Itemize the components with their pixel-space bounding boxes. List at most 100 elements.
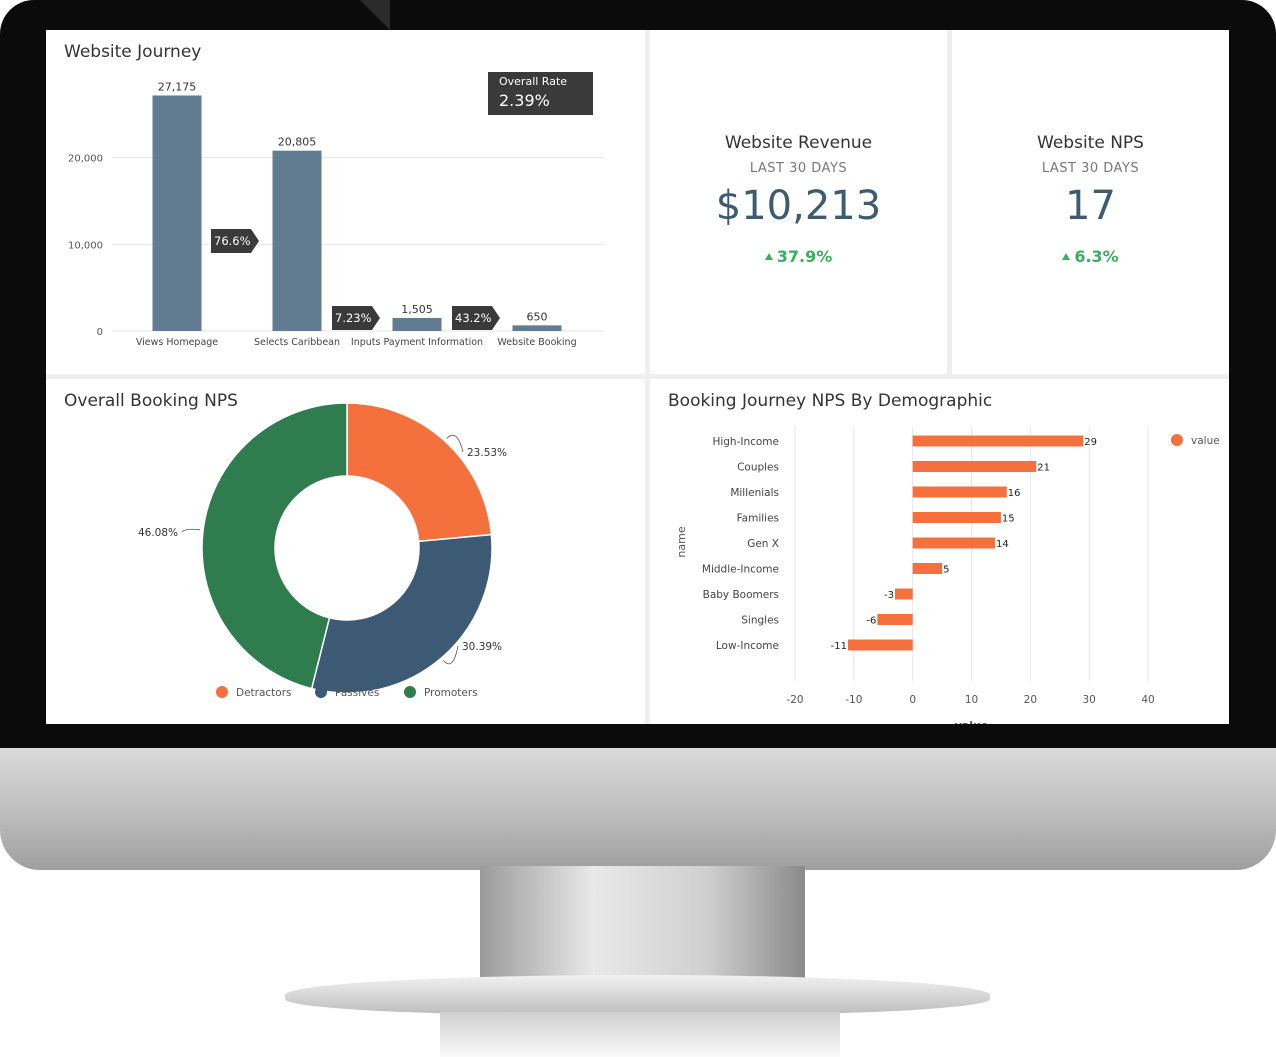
legend-label: value: [1191, 435, 1220, 447]
y-category-label: Gen X: [747, 538, 779, 550]
bar-value-label: -11: [831, 641, 847, 652]
donut-slice: [310, 533, 493, 694]
conversion-rate-label: 76.6%: [214, 234, 251, 248]
y-category-label: Families: [737, 513, 779, 525]
overall-rate-badge: Overall Rate 2.39%: [488, 72, 593, 115]
legend-label: Passives: [335, 687, 379, 699]
conversion-rate-tag: [211, 229, 259, 253]
bar-value-label: 1,505: [401, 303, 433, 316]
conversion-rate-label: 43.2%: [455, 311, 492, 325]
monitor-stand-base: [285, 975, 990, 1015]
overall-rate-value: 2.39%: [499, 91, 550, 110]
stand-shadow: [440, 1012, 840, 1057]
legend-swatch: [1171, 434, 1183, 446]
kpi-change: 6.3%: [952, 247, 1229, 266]
nps-bar: [912, 435, 1084, 447]
nps-bar: [895, 588, 913, 600]
slice-percent-label: 30.39%: [462, 641, 502, 653]
slice-leader-line: [446, 434, 464, 453]
up-arrow-icon: [764, 253, 773, 260]
x-tick-label: 0: [909, 694, 916, 706]
y-category-label: Couples: [737, 462, 779, 474]
kpi-value: 17: [1065, 183, 1116, 229]
panel-title: Overall Booking NPS: [64, 391, 238, 411]
nps-bar: [912, 512, 1001, 523]
conversion-rate-tag: [332, 306, 380, 330]
horizontal-bar-chart: -20 -10 0 10 20 30 40 High-Income 29 Couples 21 Mil…: [675, 427, 1220, 724]
legend-swatch: [315, 686, 327, 698]
bar-value-label: 21: [1037, 463, 1050, 474]
y-axis-title: name: [675, 526, 688, 557]
legend-swatch: [216, 686, 228, 698]
nps-bar: [912, 461, 1037, 472]
legend-label: Promoters: [424, 687, 478, 699]
y-category-label: Baby Boomers: [703, 589, 779, 601]
funnel-bar: [272, 150, 322, 331]
panel-title: Booking Journey NPS By Demographic: [668, 391, 993, 411]
nps-bar: [847, 639, 913, 651]
slice-percent-label: 46.08%: [138, 527, 178, 539]
x-tick-label: -20: [786, 694, 803, 706]
bar-value-label: -3: [884, 590, 894, 601]
website-revenue-panel: Website Revenue LAST 30 DAYS $10,213 37.…: [650, 30, 947, 374]
x-tick-label: -10: [845, 694, 862, 706]
x-category-label: Website Booking: [497, 337, 576, 348]
x-tick-label: 10: [965, 694, 978, 706]
slice-leader-line: [442, 645, 459, 665]
kpi-period: LAST 30 DAYS: [1041, 161, 1140, 176]
panel-title: Website Journey: [64, 42, 202, 62]
slice-leader-line: [181, 528, 201, 533]
legend-swatch: [404, 686, 416, 698]
x-category-label: Selects Caribbean: [254, 337, 340, 348]
bar-value-label: 20,805: [278, 136, 317, 149]
bar-value-label: 650: [527, 310, 548, 323]
nps-bar: [912, 537, 996, 549]
demographic-nps-panel: Booking Journey NPS By Demographic -20 -1…: [650, 379, 1229, 724]
kpi-value: $10,213: [715, 183, 882, 229]
x-tick-label: 20: [1024, 694, 1037, 706]
website-journey-panel: Website Journey 0 10,000 20,000 27,175 Views…: [46, 30, 645, 374]
bar-value-label: 5: [943, 565, 949, 576]
bar-value-label: 15: [1002, 514, 1015, 525]
kpi-change-value: 37.9%: [776, 247, 833, 266]
nps-bar: [912, 486, 1007, 498]
nps-bar: [912, 563, 943, 574]
funnel-bar: [512, 325, 562, 331]
dashboard-screen: Website Journey 0 10,000 20,000 27,175 Views…: [46, 30, 1229, 724]
kpi-title: Website NPS: [1037, 133, 1144, 153]
conversion-rate-tag: [452, 306, 500, 330]
x-category-label: Views Homepage: [136, 337, 218, 348]
y-category-label: Millenials: [730, 487, 779, 499]
overall-booking-nps-panel: Overall Booking NPS 23.53% 30.39% 46.08% De…: [46, 379, 645, 724]
x-category-label: Inputs Payment Information: [351, 337, 483, 348]
kpi-change-value: 6.3%: [1074, 247, 1119, 266]
monitor-stand-neck: [480, 866, 805, 986]
donut-chart: 23.53% 30.39% 46.08% Detractors Passives Prom…: [138, 402, 507, 699]
funnel-bar: [392, 317, 442, 331]
up-arrow-icon: [1062, 253, 1071, 260]
donut-slice: [201, 402, 348, 690]
y-category-label: Middle-Income: [702, 564, 779, 576]
website-nps-panel: Website NPS LAST 30 DAYS 17 6.3%: [952, 30, 1229, 374]
y-category-label: Singles: [741, 615, 779, 627]
overall-rate-label: Overall Rate: [499, 75, 568, 88]
y-tick-label: 0: [97, 327, 103, 338]
y-category-label: Low-Income: [716, 640, 779, 652]
y-tick-label: 20,000: [68, 154, 103, 165]
bar-value-label: 14: [996, 539, 1009, 550]
conversion-rate-label: 7.23%: [335, 311, 372, 325]
funnel-bar: [152, 95, 202, 331]
bar-value-label: 16: [1008, 488, 1021, 499]
kpi-period: LAST 30 DAYS: [749, 161, 848, 176]
monitor-chin: [0, 748, 1276, 870]
x-axis-title: value: [955, 719, 989, 724]
x-tick-label: 30: [1082, 694, 1095, 706]
kpi-change: 37.9%: [650, 247, 947, 266]
nps-bar: [877, 614, 913, 625]
kpi-title: Website Revenue: [724, 133, 873, 153]
y-tick-label: 10,000: [68, 240, 103, 251]
bar-value-label: 29: [1084, 437, 1097, 448]
slice-percent-label: 23.53%: [467, 447, 507, 459]
legend-label: Detractors: [236, 687, 292, 699]
